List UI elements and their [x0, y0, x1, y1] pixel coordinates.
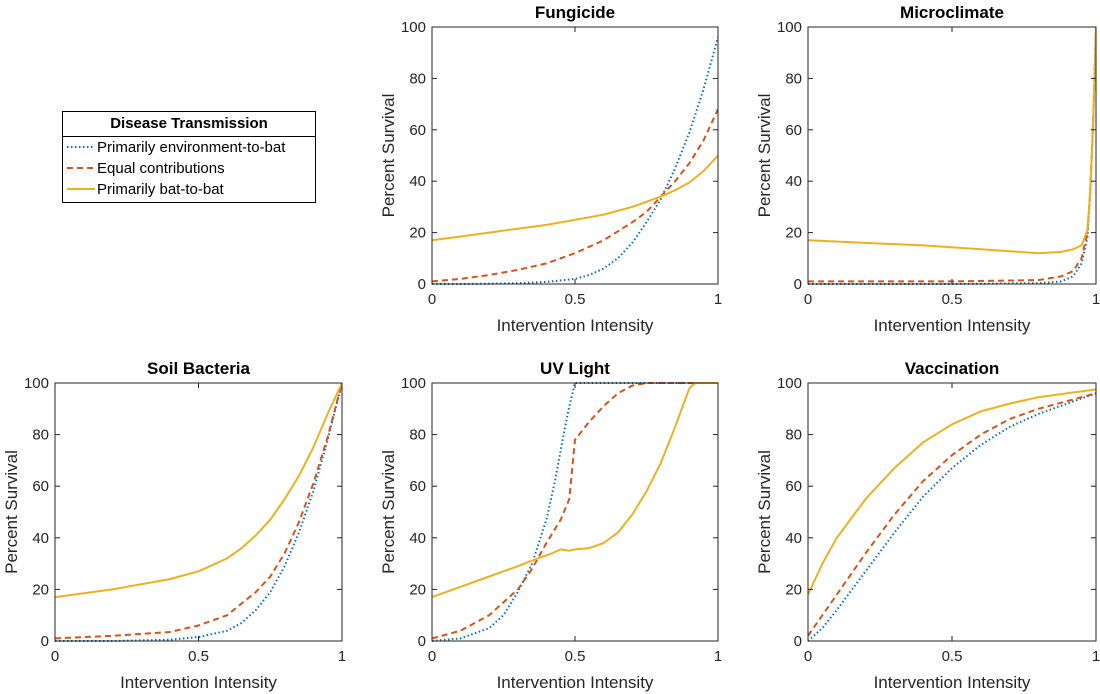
chart-uv-light: 0 20 40 60 80 100 0 0.5 1 UV Light Intervention In… [379, 359, 722, 692]
axes-box [431, 26, 719, 285]
y-axis-label: Percent Survival [755, 450, 774, 574]
x-tick-label: 0 [428, 648, 436, 665]
series-line-primarily-bat-to-bat [55, 382, 342, 599]
x-tick-label: 0 [428, 291, 436, 308]
legend-swatch-dashed [67, 167, 95, 169]
y-tick-label: 20 [409, 225, 426, 242]
y-tick-label: 60 [32, 478, 49, 495]
y-tick-label: 20 [785, 581, 802, 598]
y-axis-label: Percent Survival [379, 94, 398, 218]
y-tick-label: 40 [409, 530, 426, 547]
y-tick-label: 80 [32, 427, 49, 444]
series-line-primarily-environment-to-bat [432, 37, 718, 285]
legend-item-equal-contributions: Equal contributions [63, 158, 315, 179]
legend-label: Equal contributions [97, 160, 225, 177]
x-tick-label: 0 [804, 648, 812, 665]
chart-title: Fungicide [535, 3, 615, 22]
x-tick-label: 0.5 [565, 291, 586, 308]
legend-item-environment-to-bat: Primarily environment-to-bat [63, 137, 315, 158]
legend-swatch-solid [67, 188, 95, 190]
series-line-primarily-environment-to-bat [55, 382, 342, 642]
axes-box [807, 382, 1097, 642]
x-tick-label: 1 [714, 291, 722, 308]
chart-title: Vaccination [905, 359, 999, 378]
y-tick-label: 60 [409, 122, 426, 139]
axes-box [54, 382, 343, 642]
y-tick-label: 80 [409, 427, 426, 444]
series-line-equal-contributions [432, 108, 718, 283]
series-line-primarily-bat-to-bat [432, 382, 718, 599]
y-tick-label: 0 [41, 633, 49, 650]
x-tick-label: 0.5 [188, 648, 209, 665]
y-tick-label: 20 [785, 225, 802, 242]
y-tick-label: 80 [409, 70, 426, 87]
series-line-primarily-bat-to-bat [432, 154, 718, 242]
series-line-primarily-environment-to-bat [808, 392, 1096, 642]
y-tick-label: 40 [32, 530, 49, 547]
x-axis-label: Intervention Intensity [497, 673, 654, 692]
y-axis-label: Percent Survival [379, 450, 398, 574]
y-axis-label: Percent Survival [755, 94, 774, 218]
y-tick-label: 0 [418, 276, 426, 293]
y-tick-label: 0 [794, 276, 802, 293]
y-tick-label: 40 [409, 173, 426, 190]
series-line-equal-contributions [55, 382, 342, 640]
y-tick-label: 20 [409, 581, 426, 598]
y-tick-label: 100 [777, 19, 802, 36]
y-tick-label: 80 [785, 70, 802, 87]
x-axis-label: Intervention Intensity [874, 316, 1031, 335]
x-tick-label: 1 [714, 648, 722, 665]
y-tick-label: 20 [32, 581, 49, 598]
chart-microclimate: 0 20 40 60 80 100 0 0.5 1 Microclimate Interventio… [755, 3, 1100, 335]
x-tick-label: 0.5 [565, 648, 586, 665]
x-tick-label: 1 [1092, 291, 1100, 308]
series-line-primarily-environment-to-bat [808, 26, 1096, 285]
chart-soil-bacteria: 0 20 40 60 80 100 0 0.5 1 Soil Bacteria Interventi… [2, 359, 346, 692]
chart-fungicide: 0 20 40 60 80 100 0 0.5 1 Fungicide Intervention I… [379, 3, 722, 335]
y-tick-label: 100 [777, 375, 802, 392]
chart-title: Microclimate [900, 3, 1004, 22]
y-tick-label: 100 [24, 375, 49, 392]
series-line-primarily-bat-to-bat [808, 26, 1096, 255]
y-tick-label: 80 [785, 427, 802, 444]
axes-box [431, 382, 719, 642]
x-tick-label: 0 [51, 648, 59, 665]
chart-title: UV Light [540, 359, 610, 378]
chart-vaccination: 0 20 40 60 80 100 0 0.5 1 Vaccination Intervention… [755, 359, 1100, 692]
y-tick-label: 60 [785, 122, 802, 139]
y-tick-label: 100 [401, 19, 426, 36]
legend-label: Primarily environment-to-bat [97, 139, 286, 156]
x-tick-label: 0 [804, 291, 812, 308]
y-tick-label: 40 [785, 530, 802, 547]
y-tick-label: 0 [794, 633, 802, 650]
y-tick-label: 0 [418, 633, 426, 650]
y-tick-label: 60 [785, 478, 802, 495]
x-axis-label: Intervention Intensity [874, 673, 1031, 692]
series-line-primarily-bat-to-bat [808, 388, 1096, 596]
x-tick-label: 0.5 [942, 648, 963, 665]
series-line-equal-contributions [808, 392, 1096, 637]
y-tick-label: 60 [409, 478, 426, 495]
legend: Disease Transmission Primarily environme… [62, 111, 316, 203]
x-axis-label: Intervention Intensity [497, 316, 654, 335]
legend-label: Primarily bat-to-bat [97, 181, 224, 198]
x-tick-label: 1 [1092, 648, 1100, 665]
x-tick-label: 0.5 [942, 291, 963, 308]
y-axis-label: Percent Survival [2, 450, 21, 574]
series-line-equal-contributions [432, 382, 718, 640]
legend-title: Disease Transmission [63, 112, 315, 137]
legend-item-bat-to-bat: Primarily bat-to-bat [63, 179, 315, 200]
legend-swatch-dotted [67, 146, 95, 148]
axes-box [807, 26, 1097, 285]
chart-title: Soil Bacteria [147, 359, 251, 378]
y-tick-label: 40 [785, 173, 802, 190]
series-line-primarily-environment-to-bat [432, 382, 718, 642]
x-axis-label: Intervention Intensity [120, 673, 277, 692]
x-tick-label: 1 [338, 648, 346, 665]
y-tick-label: 100 [401, 375, 426, 392]
